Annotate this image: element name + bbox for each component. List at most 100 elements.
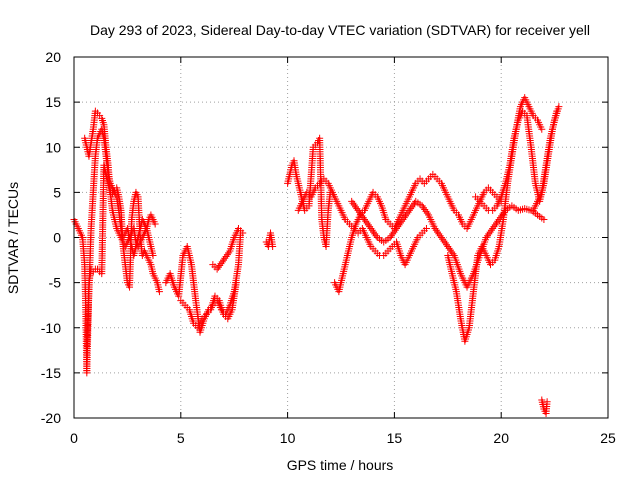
data-point — [422, 207, 430, 215]
data-point — [408, 203, 416, 211]
data-point — [402, 212, 410, 220]
data-point — [389, 230, 397, 238]
data-point — [371, 230, 379, 238]
data-point — [434, 228, 442, 236]
data-point — [217, 260, 225, 268]
y-tick-label: 20 — [45, 49, 61, 65]
x-tick-label: 15 — [387, 430, 403, 446]
data-point — [359, 214, 367, 222]
chart-title: Day 293 of 2023, Sidereal Day-to-day VTE… — [90, 22, 590, 38]
data-point — [404, 208, 412, 216]
data-points — [70, 94, 563, 417]
y-tick-label: -5 — [49, 275, 62, 291]
data-point — [421, 206, 429, 214]
data-point — [352, 203, 360, 211]
data-point — [218, 258, 226, 266]
data-point — [403, 210, 411, 218]
data-point — [213, 265, 221, 273]
plot-frame — [73, 56, 609, 419]
data-point — [444, 243, 452, 251]
data-point — [222, 252, 230, 260]
data-point — [366, 223, 374, 231]
data-point — [386, 234, 394, 241]
data-point — [368, 226, 376, 234]
data-point — [387, 232, 395, 240]
data-point — [151, 220, 159, 228]
data-point — [223, 251, 231, 259]
data-point — [440, 237, 448, 245]
data-point — [436, 232, 444, 240]
x-tick-label: 20 — [493, 430, 509, 446]
data-point — [360, 215, 368, 223]
y-tick-label: 15 — [45, 94, 61, 110]
data-point — [350, 201, 358, 209]
data-point — [349, 199, 357, 207]
data-point — [149, 252, 157, 260]
x-tick-label: 25 — [600, 430, 616, 446]
y-tick-label: -10 — [41, 320, 61, 336]
data-point — [543, 398, 551, 406]
data-point — [445, 244, 453, 252]
data-point — [449, 250, 457, 258]
data-point — [357, 210, 365, 218]
series-trace-e — [177, 279, 240, 332]
data-point — [364, 221, 372, 229]
data-point — [400, 214, 408, 222]
data-point — [491, 221, 499, 229]
data-point — [490, 223, 498, 231]
data-point — [538, 125, 546, 133]
data-point — [232, 279, 240, 287]
series-trace-g — [262, 229, 277, 251]
axis-ticks: 0 5 10 15 20 25 -20 -15 -10 -5 0 5 10 15 20 — [41, 49, 616, 446]
data-point — [409, 201, 417, 209]
data-point — [448, 248, 456, 256]
data-point — [391, 226, 399, 234]
data-point — [353, 205, 361, 213]
data-point — [354, 206, 362, 214]
y-tick-label: 5 — [53, 184, 61, 200]
data-point — [155, 288, 163, 296]
data-point — [216, 261, 224, 269]
data-point — [486, 228, 494, 236]
data-point — [348, 197, 356, 205]
series-trace-f — [209, 224, 247, 273]
data-point — [221, 254, 229, 262]
data-point — [393, 224, 401, 232]
y-tick-label: 10 — [45, 139, 61, 155]
x-tick-label: 5 — [177, 430, 185, 446]
data-point — [443, 241, 451, 249]
data-point — [484, 232, 492, 240]
data-point — [439, 235, 447, 243]
x-tick-label: 0 — [70, 430, 78, 446]
data-point — [372, 232, 380, 240]
data-point — [441, 239, 449, 247]
data-point — [418, 202, 426, 210]
data-point — [485, 230, 493, 238]
data-point — [437, 234, 445, 241]
data-point — [399, 215, 407, 223]
data-point — [493, 219, 501, 227]
data-point — [431, 224, 439, 232]
data-point — [390, 228, 398, 236]
series-trace-j — [331, 170, 505, 296]
data-point — [482, 234, 490, 241]
series-trace-h — [284, 134, 334, 251]
data-point — [396, 219, 404, 227]
data-point — [419, 204, 427, 212]
y-tick-label: -20 — [41, 410, 61, 426]
data-point — [358, 212, 366, 220]
data-point — [398, 217, 406, 225]
data-point — [394, 223, 402, 231]
series-trace-n — [529, 103, 563, 214]
data-point — [432, 226, 440, 234]
data-point — [407, 205, 415, 213]
data-point — [435, 230, 443, 238]
data-point — [355, 208, 363, 216]
y-tick-label: 0 — [53, 230, 61, 246]
data-point — [369, 228, 377, 236]
data-point — [555, 103, 563, 111]
data-point — [489, 224, 497, 232]
data-point — [395, 221, 403, 229]
